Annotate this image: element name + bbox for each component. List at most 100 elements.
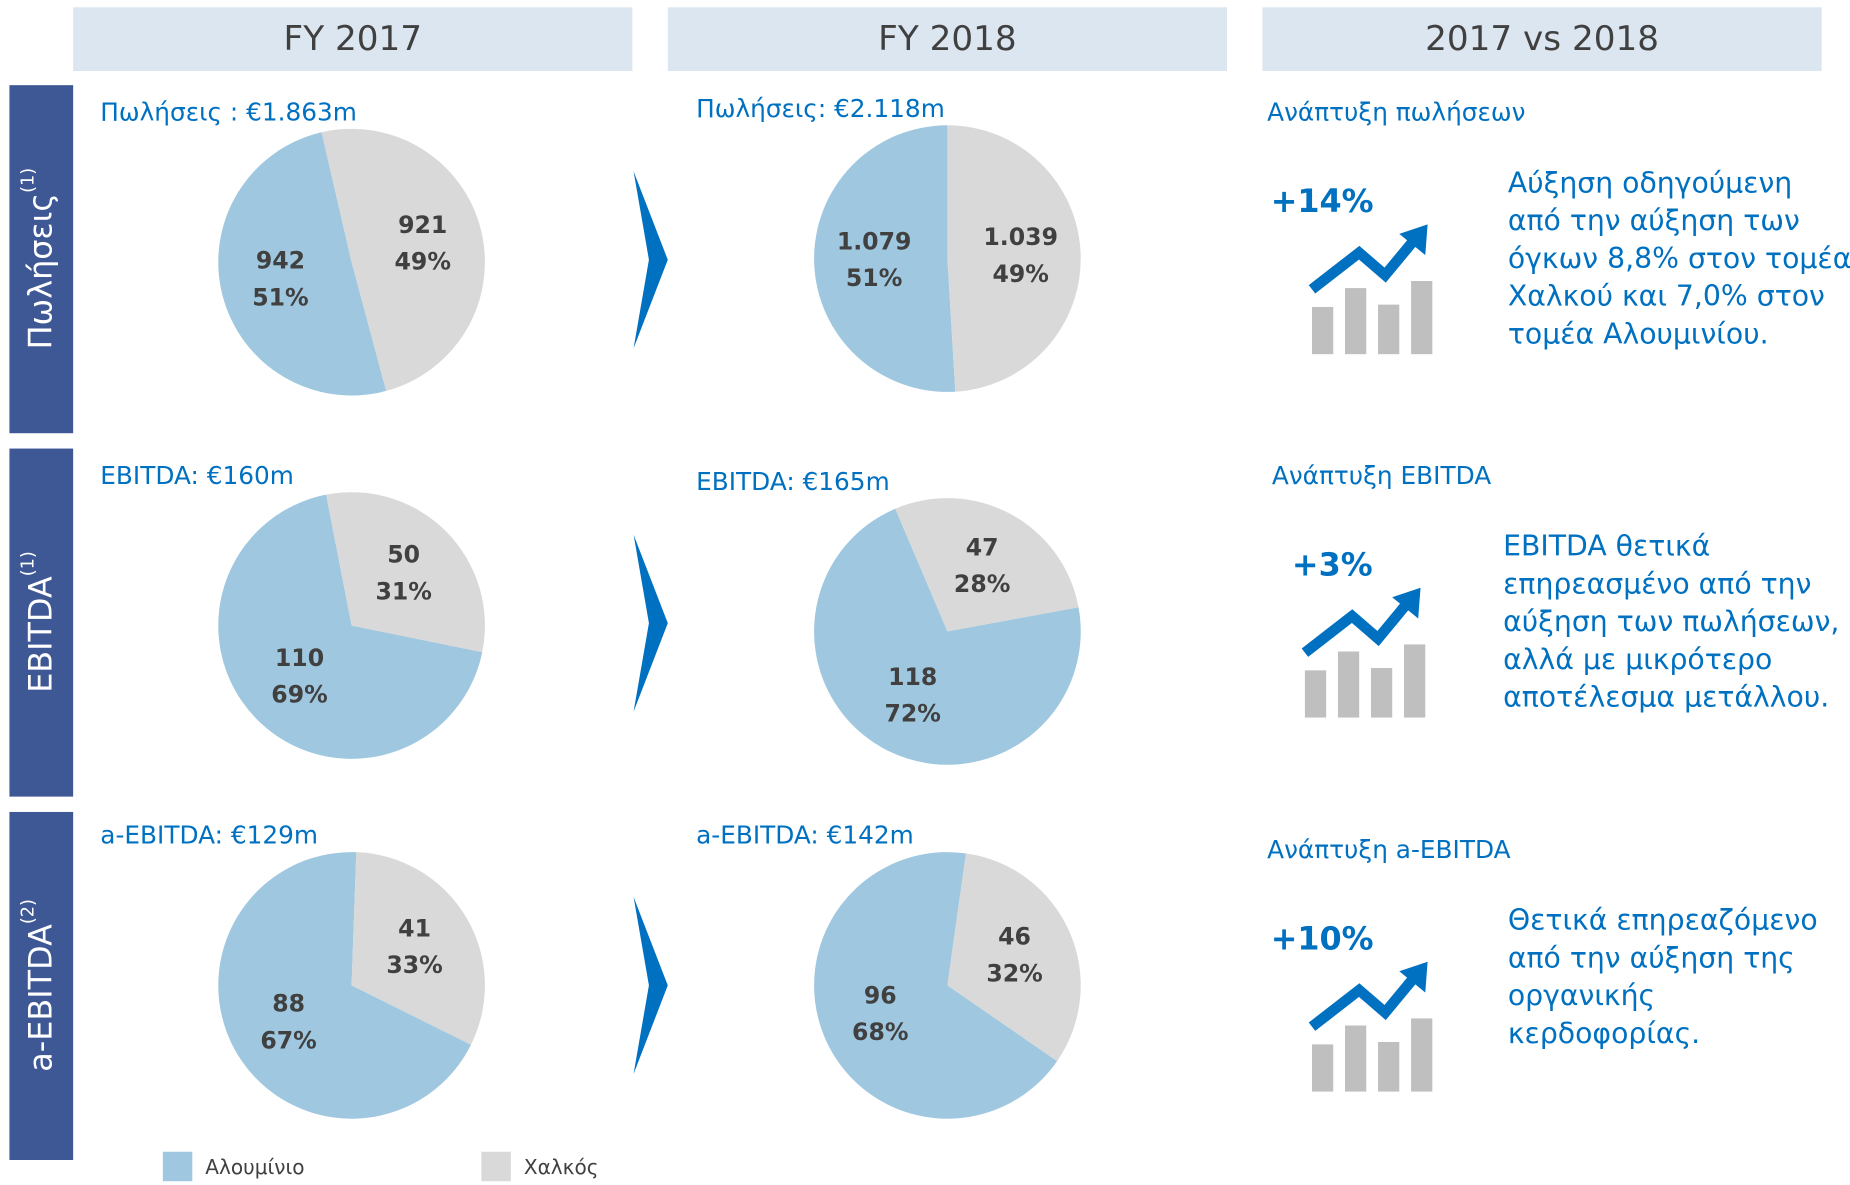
- pie-slice: [814, 852, 1058, 1119]
- growth-text: αύξηση των πωλήσεων,: [1503, 605, 1839, 638]
- growth-title: Ανάπτυξη πωλήσεων: [1267, 97, 1525, 126]
- icon-bar: [1370, 668, 1393, 718]
- slice-percent: 33%: [386, 951, 442, 979]
- icon-bar: [1345, 288, 1367, 355]
- row-label-text: EBITDA: [21, 576, 59, 693]
- pie-slice: [947, 853, 1081, 1062]
- row-label-sup: (2): [18, 899, 38, 924]
- legend-label: Αλουμίνιο: [205, 1155, 304, 1179]
- slice-percent: 49%: [395, 248, 451, 276]
- growth-text: Χαλκού και 7,0% στον: [1508, 280, 1825, 313]
- row-label-text: Πωλήσεις: [21, 193, 59, 349]
- row-label: EBITDA(1): [18, 551, 59, 693]
- pie-title: a-EBITDA: €129m: [100, 821, 318, 850]
- slice-percent: 51%: [252, 283, 308, 311]
- slice-value: 942: [256, 247, 305, 275]
- slice-value: 1.079: [837, 228, 912, 256]
- slice-value: 46: [998, 923, 1031, 951]
- icon-arrow: [1301, 600, 1411, 657]
- header-box: [667, 7, 1228, 72]
- pie-title: a-EBITDA: €142m: [696, 821, 914, 850]
- slice-value: 921: [398, 211, 447, 239]
- pie-slice: [218, 494, 483, 759]
- slice-value: 41: [398, 915, 431, 943]
- chevron: [633, 896, 668, 1074]
- slice-value: 118: [888, 663, 937, 691]
- icon-bar: [1411, 281, 1433, 355]
- icon-bar: [1345, 1025, 1367, 1092]
- growth-text: κερδοφορίας.: [1508, 1017, 1700, 1050]
- growth-text: EBITDA θετικά: [1503, 530, 1710, 563]
- icon-arrowhead: [1392, 587, 1421, 619]
- row-label-box: [9, 811, 74, 1161]
- slice-percent: 32%: [986, 959, 1042, 987]
- header-text: 2017 vs 2018: [1425, 19, 1659, 59]
- growth-text: από την αύξηση των: [1508, 204, 1800, 237]
- pie-title: EBITDA: €160m: [100, 461, 294, 490]
- row-label: a-EBITDA(2): [18, 899, 59, 1072]
- slice-value: 88: [272, 990, 305, 1018]
- chevron: [633, 171, 668, 349]
- row-label: Πωλήσεις(1): [18, 168, 59, 350]
- growth-text: τομέα Αλουμινίου.: [1508, 317, 1769, 350]
- slice-value: 50: [387, 541, 420, 569]
- growth-value: +3%: [1292, 546, 1373, 584]
- row-label-box: [9, 448, 74, 797]
- icon-bar: [1337, 651, 1360, 718]
- header-text: FY 2017: [284, 19, 422, 59]
- growth-text: αλλά με μικρότερο: [1503, 643, 1772, 676]
- row-label-text: a-EBITDA: [21, 924, 59, 1072]
- slice-percent: 67%: [260, 1026, 316, 1054]
- growth-text: αποτέλεσμα μετάλλου.: [1503, 681, 1829, 714]
- icon-arrowhead: [1399, 961, 1428, 993]
- pie-slice: [326, 492, 485, 653]
- pie-slice: [947, 125, 1081, 392]
- growth-text: οργανικής: [1508, 979, 1655, 1012]
- growth-title: Ανάπτυξη a-EBITDA: [1267, 835, 1510, 864]
- growth-text: Αύξηση οδηγούμενη: [1508, 166, 1792, 199]
- slice-percent: 28%: [954, 570, 1010, 598]
- growth-text: όγκων 8,8% στον τομέα: [1508, 242, 1850, 275]
- chevron: [633, 534, 668, 712]
- pie-slice: [218, 132, 387, 396]
- pie-slice: [351, 852, 485, 1045]
- icon-bar: [1378, 304, 1400, 355]
- slice-value: 110: [275, 644, 324, 672]
- slice-percent: 68%: [852, 1018, 908, 1046]
- row-label-sup: (1): [18, 168, 38, 193]
- icon-bar: [1304, 670, 1327, 718]
- growth-title: Ανάπτυξη EBITDA: [1272, 461, 1491, 490]
- slice-value: 47: [966, 534, 999, 562]
- icon-arrowhead: [1399, 224, 1428, 256]
- legend-swatch: [162, 1151, 193, 1182]
- header-text: FY 2018: [878, 19, 1016, 59]
- pie-slice: [814, 125, 956, 392]
- slice-value: 96: [864, 982, 897, 1010]
- growth-value: +14%: [1271, 182, 1374, 220]
- header-box: [1262, 7, 1822, 72]
- pie-title: Πωλήσεις : €1.863m: [100, 97, 357, 126]
- icon-bar: [1311, 306, 1334, 355]
- growth-value: +10%: [1271, 920, 1374, 958]
- icon-bar: [1311, 1044, 1334, 1092]
- growth-text: από την αύξηση της: [1508, 941, 1795, 974]
- slice-value: 1.039: [983, 223, 1058, 251]
- row-label-box: [9, 85, 74, 434]
- icon-arrow: [1308, 974, 1418, 1031]
- slice-percent: 69%: [271, 681, 327, 709]
- pie-title: Πωλήσεις: €2.118m: [696, 94, 945, 123]
- slice-percent: 51%: [846, 264, 902, 292]
- slice-percent: 49%: [992, 260, 1048, 288]
- growth-text: Θετικά επηρεαζόμενο: [1508, 904, 1818, 937]
- slice-percent: 31%: [375, 577, 431, 605]
- icon-bar: [1404, 644, 1426, 718]
- pie-slice: [321, 128, 485, 391]
- icon-bar: [1378, 1042, 1400, 1092]
- pie-slice: [895, 498, 1079, 632]
- row-label-sup: (1): [18, 551, 38, 576]
- icon-bar: [1411, 1018, 1433, 1092]
- pie-slice: [814, 508, 1081, 765]
- header-box: [73, 7, 633, 72]
- slice-percent: 72%: [884, 699, 940, 727]
